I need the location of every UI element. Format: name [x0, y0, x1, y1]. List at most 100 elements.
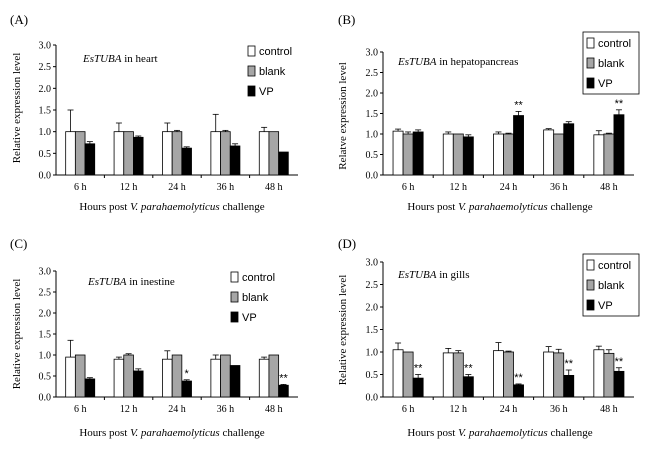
x-axis-label-suffix: challenge: [548, 427, 593, 439]
bar-control: [210, 131, 221, 176]
panel-b: (B) EsTUBA in hepatopancreas Relatve exp…: [337, 12, 640, 213]
x-axis-label: Hours post V. parahaemolyticus challenge: [407, 201, 592, 213]
bar-vp: [229, 145, 241, 176]
x-axis-label: Hours post V. parahaemolyticus challenge: [407, 427, 592, 439]
bar-blank: [123, 354, 134, 398]
bar-blank: [123, 131, 134, 176]
y-tick-label: 1.5: [39, 330, 52, 341]
bar-control: [543, 129, 555, 176]
bar-blank: [553, 133, 565, 176]
legend-label: blank: [242, 292, 269, 304]
y-tick-label: 2.5: [39, 288, 52, 299]
x-tick-label: 12 h: [120, 182, 138, 193]
legend-swatch-vp: [247, 85, 256, 97]
significance-marker: **: [615, 356, 624, 368]
x-axis-label-italic: V. parahaemolyticus: [458, 427, 548, 439]
chart-title: EsTUBA in hepatopancreas: [397, 56, 518, 68]
y-tick-label: 0.5: [366, 150, 379, 161]
bar-vp: [278, 151, 289, 176]
bar-blank: [220, 354, 231, 398]
y-tick-label: 1.5: [366, 109, 379, 120]
bar-vp: [513, 115, 524, 176]
bar-blank: [603, 133, 615, 176]
significance-marker: **: [279, 372, 288, 384]
bar-vp: [84, 378, 96, 398]
panel-label: (C): [10, 236, 27, 251]
x-tick-label: 48 h: [600, 182, 618, 193]
chart-title-tissue: in inestine: [127, 276, 175, 288]
legend-label: control: [598, 38, 631, 50]
bar-vp: [181, 380, 192, 398]
chart-title-gene: EsTUBA: [87, 276, 127, 288]
chart-title-gene: EsTUBA: [82, 53, 122, 65]
legend-label: VP: [598, 300, 613, 312]
y-tick-label: 1.5: [39, 106, 52, 117]
legend-label: VP: [259, 86, 274, 98]
chart-title-tissue: in heart: [122, 53, 158, 65]
bar-vp: [181, 147, 192, 176]
y-tick-label: 3.0: [366, 258, 379, 269]
chart-title: EsTUBA in inestine: [87, 276, 175, 288]
bar-blank: [220, 131, 231, 176]
x-tick-label: 24 h: [500, 404, 518, 415]
bar-blank: [74, 354, 86, 398]
legend-swatch-vp: [230, 311, 239, 323]
bar-blank: [402, 133, 414, 176]
significance-marker: *: [185, 368, 190, 380]
panel-c: (C) EsTUBA in inestine Relative expressi…: [10, 236, 298, 439]
bar-vp: [513, 384, 524, 398]
bar-vp: [133, 136, 144, 176]
bar-blank: [171, 354, 183, 398]
chart-title-tissue: in hepatopancreas: [437, 56, 519, 68]
bar-vp: [412, 377, 424, 398]
legend-swatch-blank: [247, 65, 256, 77]
bar-blank: [503, 133, 514, 176]
x-tick-label: 24 h: [168, 404, 186, 415]
y-axis-label: Relative expression level: [11, 53, 23, 164]
significance-marker: **: [615, 98, 624, 110]
y-tick-label: 2.0: [39, 84, 52, 95]
x-axis-label-prefix: Hours post: [407, 201, 458, 213]
bar-control: [162, 358, 173, 398]
y-tick-label: 1.0: [39, 351, 52, 362]
chart-title-gene: EsTUBA: [397, 56, 437, 68]
legend-swatch-blank: [230, 291, 239, 303]
legend-label: control: [598, 260, 631, 272]
legend-label: VP: [598, 78, 613, 90]
x-axis-label: Hours post V. parahaemolyticus challenge: [79, 427, 264, 439]
y-axis-label: Relatve expression level: [337, 62, 349, 170]
legend-swatch-control: [586, 259, 595, 271]
y-tick-label: 0.0: [39, 171, 52, 182]
x-tick-label: 6 h: [74, 182, 87, 193]
y-tick-label: 2.5: [366, 68, 379, 79]
y-tick-label: 2.5: [366, 280, 379, 291]
y-axis-label: Relative expression level: [11, 279, 23, 390]
bar-vp: [229, 365, 241, 398]
x-axis-label-prefix: Hours post: [79, 427, 130, 439]
y-tick-label: 0.0: [366, 393, 379, 404]
legend-label: control: [242, 272, 275, 284]
bar-control: [258, 358, 270, 398]
y-tick-label: 1.5: [366, 325, 379, 336]
bar-blank: [503, 351, 514, 398]
bar-blank: [603, 352, 615, 398]
y-tick-label: 0.0: [39, 393, 52, 404]
y-tick-label: 1.0: [39, 127, 52, 138]
bar-control: [258, 131, 270, 176]
bar-vp: [133, 370, 144, 398]
x-axis-label-italic: V. parahaemolyticus: [130, 201, 220, 213]
bar-blank: [402, 351, 414, 398]
bar-control: [113, 358, 125, 398]
bar-vp: [84, 143, 96, 176]
x-tick-label: 36 h: [217, 404, 235, 415]
y-tick-label: 2.0: [39, 309, 52, 320]
chart-title: EsTUBA in gills: [397, 269, 470, 281]
y-tick-label: 3.0: [39, 41, 52, 52]
y-tick-label: 3.0: [39, 267, 52, 278]
legend-swatch-blank: [586, 279, 595, 291]
chart-title: EsTUBA in heart: [82, 53, 158, 65]
x-axis-label-suffix: challenge: [548, 201, 593, 213]
x-axis-label: Hours post V. parahaemolyticus challenge: [79, 201, 264, 213]
panel-d: (D) EsTUBA in gills Relative expression …: [337, 236, 640, 439]
legend-label: blank: [598, 58, 625, 70]
